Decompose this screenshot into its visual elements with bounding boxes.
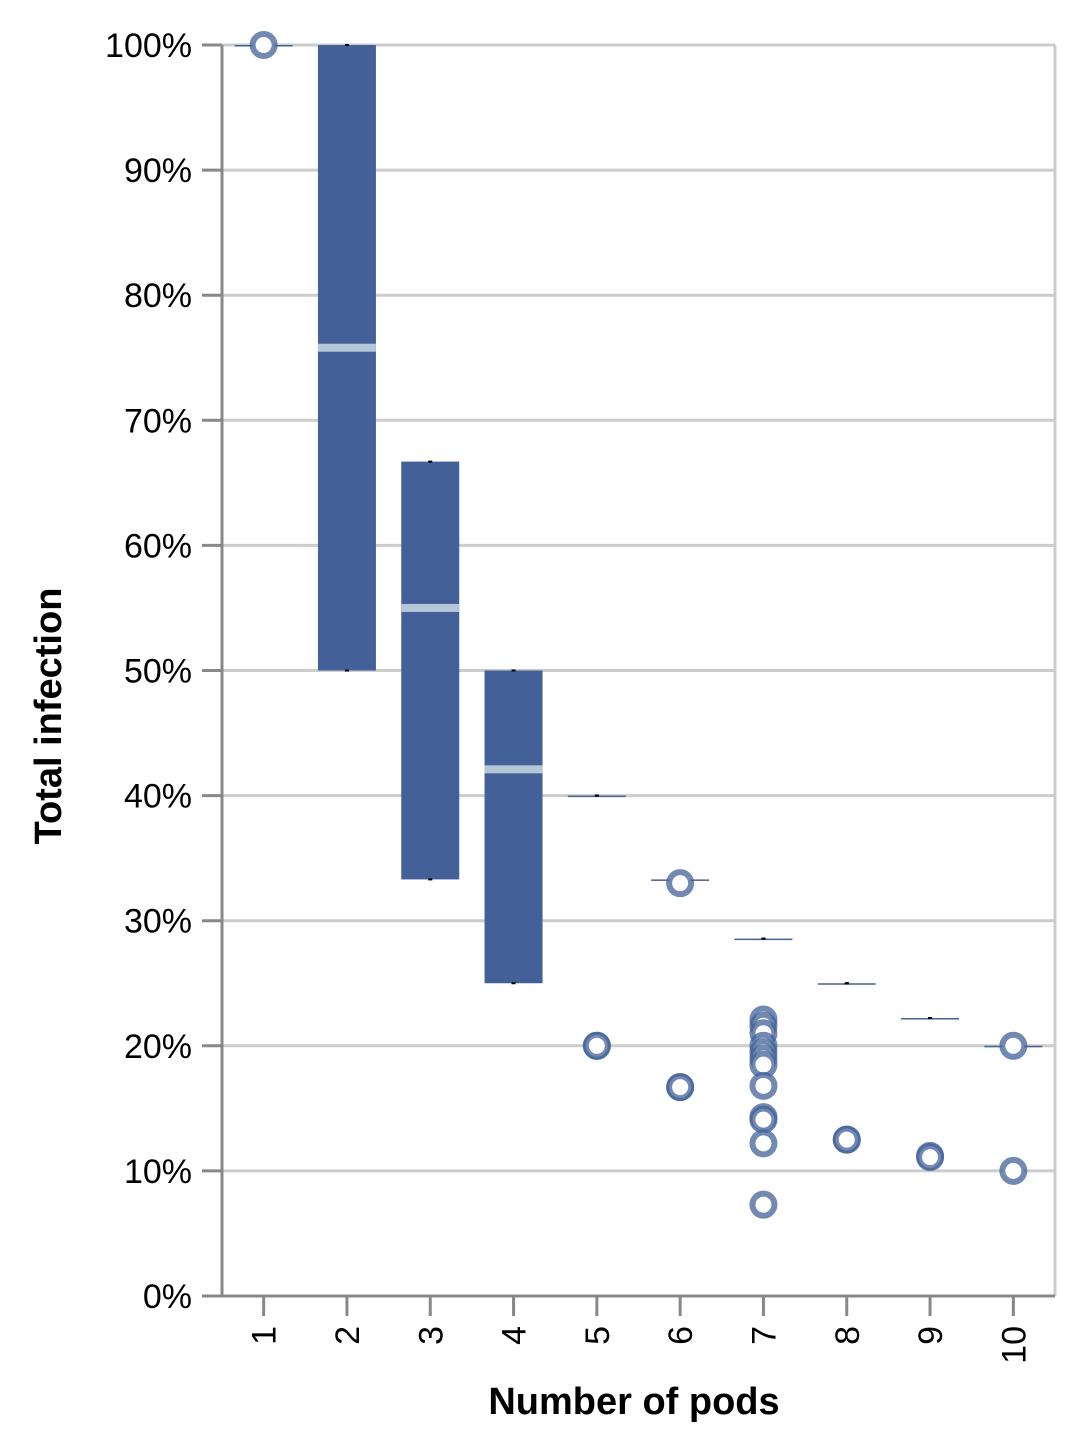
y-tick-label: 90% [124, 152, 192, 190]
box-3 [401, 461, 460, 880]
outlier-point-7 [749, 1190, 778, 1219]
x-tick-label: 4 [496, 1326, 534, 1345]
box-layer [234, 44, 1043, 1048]
x-tick-label: 2 [329, 1326, 367, 1345]
axis-layer: 0% 10% 20% 30% 40% 50% 60% 70% 80% 90% 100% 1 2 3 4 5 6 7… [105, 27, 1055, 1364]
outlier-point-5 [582, 1031, 611, 1060]
x-tick-label: 1 [246, 1326, 284, 1345]
x-tick-label: 3 [412, 1326, 450, 1345]
outlier-point-6 [666, 869, 695, 898]
outlier-point-10 [999, 1156, 1028, 1185]
box-4 [484, 670, 543, 984]
x-tick-label: 10 [995, 1326, 1033, 1364]
y-axis-title: Total infection [28, 588, 70, 845]
median-3 [401, 603, 460, 612]
box-2 [317, 45, 376, 671]
y-tick-label: 100% [105, 27, 192, 65]
outlier-point-1 [249, 31, 278, 59]
outlier-point-7 [749, 1071, 778, 1100]
median-2 [317, 343, 376, 352]
x-tick-label: 8 [829, 1326, 867, 1345]
outlier-point-7 [749, 1129, 778, 1158]
y-tick-label: 20% [124, 1028, 192, 1066]
y-tick-label: 50% [124, 653, 192, 691]
outlier-point-8 [832, 1125, 861, 1154]
x-tick-label: 9 [912, 1326, 950, 1345]
outlier-point-7 [749, 1105, 778, 1134]
y-tick-label: 70% [124, 402, 192, 440]
x-tick-label: 7 [745, 1326, 783, 1345]
y-tick-label: 80% [124, 277, 192, 315]
x-axis-title: Number of pods [488, 1381, 779, 1423]
x-tick-label: 5 [579, 1326, 617, 1345]
outlier-point-6 [666, 1073, 695, 1102]
y-tick-label: 30% [124, 903, 192, 941]
y-tick-label: 10% [124, 1153, 192, 1191]
outlier-layer [249, 31, 1028, 1219]
y-tick-label: 40% [124, 778, 192, 816]
outlier-point-10 [999, 1031, 1028, 1060]
y-tick-label: 60% [124, 527, 192, 565]
outlier-point-9 [916, 1143, 945, 1172]
x-tick-label: 6 [662, 1326, 700, 1345]
y-tick-label: 0% [143, 1278, 192, 1316]
median-4 [484, 765, 543, 774]
